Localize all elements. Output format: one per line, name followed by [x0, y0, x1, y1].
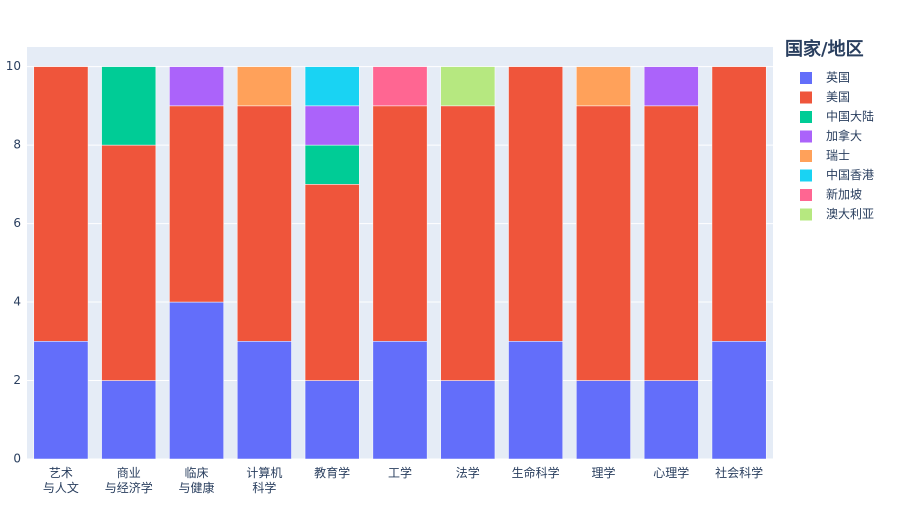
legend-swatch	[800, 208, 812, 221]
x-tick-label: 心理学	[653, 465, 689, 480]
bar-segment	[576, 105, 631, 381]
bar-segment	[643, 66, 699, 107]
y-tick-label: 2	[13, 373, 21, 387]
bar-segment	[101, 380, 157, 460]
bar-segment	[236, 66, 292, 107]
bar-segment	[304, 144, 360, 185]
legend-swatch	[800, 72, 812, 84]
bar-segment	[236, 341, 292, 460]
x-tick-label: 临床与健康	[179, 466, 215, 495]
x-tick-label: 商业与经济学	[105, 465, 153, 495]
legend-label: 美国	[826, 90, 850, 104]
bar-segment	[711, 66, 767, 342]
y-tick-label: 4	[13, 295, 21, 309]
bar-segment	[236, 105, 292, 342]
legend-label: 中国大陆	[826, 109, 874, 124]
bar-segment	[372, 341, 428, 460]
x-tick-label: 教育学	[314, 465, 350, 480]
bar-segment	[304, 105, 360, 146]
bar-segment	[304, 380, 360, 460]
bar-segment	[508, 341, 564, 460]
bar-segment	[101, 66, 157, 146]
bar-segment	[101, 144, 157, 381]
x-tick-label: 社会科学	[715, 465, 763, 480]
legend-swatch	[800, 189, 812, 201]
bar-segment	[372, 105, 428, 342]
legend-label: 瑞士	[826, 149, 850, 163]
legend-swatch	[800, 91, 812, 104]
y-tick-label: 6	[13, 216, 21, 230]
legend-label: 新加坡	[826, 187, 862, 202]
bar-segment	[576, 380, 631, 460]
legend-swatch	[800, 150, 812, 162]
legend-label: 澳大利亚	[826, 207, 874, 221]
legend-swatch	[800, 111, 812, 123]
bar-segment	[643, 380, 699, 460]
bar-segment	[508, 66, 564, 342]
bar-segment	[440, 105, 496, 381]
x-tick-label: 法学	[456, 465, 480, 480]
legend-swatch	[800, 169, 812, 182]
bar-segment	[576, 66, 631, 107]
x-tick-label: 生命科学	[512, 465, 560, 480]
y-tick-label: 0	[13, 452, 21, 466]
y-tick-label: 8	[13, 138, 21, 152]
x-tick-label: 理学	[591, 465, 615, 480]
bar-segment	[169, 301, 224, 460]
bar-segment	[169, 105, 224, 303]
x-tick-label: 计算机科学	[246, 465, 282, 495]
bar-segment	[711, 341, 767, 460]
bar-segment	[304, 184, 360, 381]
bar-segment	[33, 341, 89, 460]
legend-label: 英国	[826, 71, 850, 85]
bar-segment	[643, 105, 699, 381]
x-tick-label: 工学	[388, 465, 412, 480]
bar-segment	[440, 66, 496, 107]
bar-segment	[372, 66, 428, 107]
bar-segment	[169, 66, 224, 107]
bar-segment	[304, 66, 360, 107]
legend-label: 中国香港	[826, 167, 874, 182]
legend-title: 国家/地区	[785, 38, 864, 60]
legend-swatch	[800, 130, 812, 143]
bar-segment	[33, 66, 89, 342]
legend-label: 加拿大	[826, 128, 862, 143]
x-tick-label: 艺术与人文	[43, 466, 79, 495]
bar-segment	[440, 380, 496, 460]
y-tick-label: 10	[6, 59, 21, 73]
